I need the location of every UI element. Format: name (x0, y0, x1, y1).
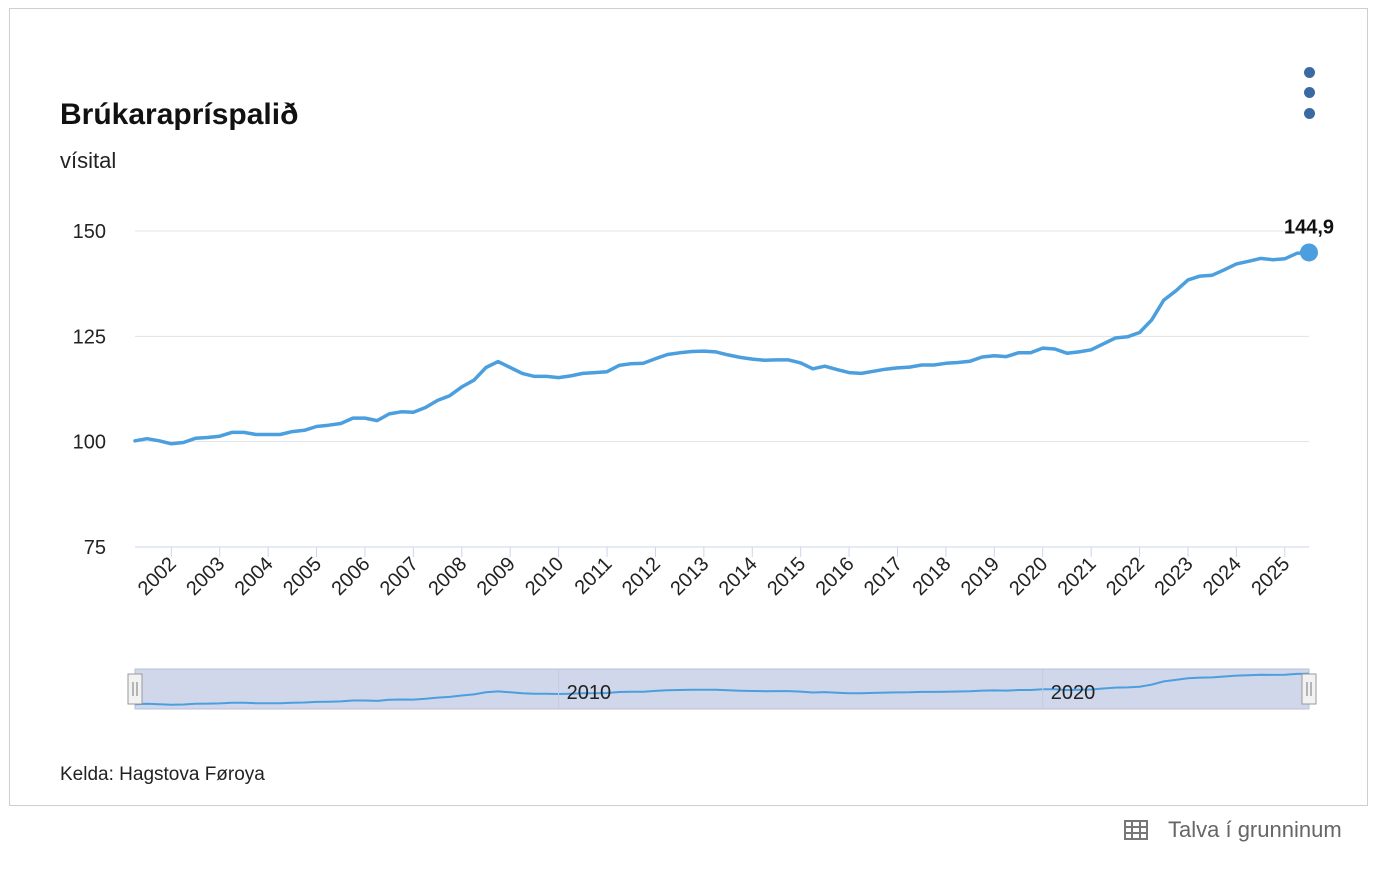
last-point-label: 144,9 (1284, 216, 1334, 238)
x-tick-label: 2008 (424, 553, 471, 600)
navigator-left-handle[interactable] (127, 673, 143, 705)
y-tick-label: 125 (73, 326, 106, 348)
series: 144,9 (133, 216, 1334, 446)
x-tick-label: 2007 (376, 553, 423, 600)
x-tick-label: 2006 (327, 553, 374, 600)
x-tick-label: 2022 (1102, 553, 1149, 600)
x-axis: 2002 2003 2004 2005 2006 2007 2008 2009 2010 2011… (134, 547, 1294, 600)
x-tick-label: 2020 (1005, 553, 1052, 600)
navigator-right-handle[interactable] (1301, 673, 1317, 705)
source-credit: Kelda: Hagstova Føroya (60, 764, 265, 785)
series-line (133, 250, 1311, 446)
grid-lines (135, 230, 1309, 548)
y-tick-label: 100 (73, 432, 106, 454)
x-tick-label: 2019 (957, 553, 1004, 600)
x-tick-label: 2025 (1247, 553, 1294, 600)
x-tick-label: 2010 (521, 553, 568, 600)
x-tick-label: 2004 (231, 553, 278, 600)
x-tick-label: 2016 (812, 553, 859, 600)
navigator-label: 2020 (1051, 682, 1096, 704)
x-tick-label: 2009 (473, 553, 520, 600)
last-point-marker (1300, 243, 1318, 262)
x-tick-label: 2005 (279, 553, 326, 600)
x-tick-label: 2014 (715, 553, 762, 600)
x-tick-label: 2013 (666, 553, 713, 600)
x-tick-label: 2023 (1150, 553, 1197, 600)
x-tick-label: 2018 (908, 553, 955, 600)
x-tick-label: 2024 (1199, 553, 1246, 600)
y-tick-label: 150 (73, 221, 106, 243)
x-tick-label: 2017 (860, 553, 907, 600)
more-vertical-icon[interactable] (1295, 55, 1325, 121)
y-axis: 75 100 125 150 (73, 221, 106, 559)
table-link-label: Talva í grunninum (1168, 817, 1342, 842)
x-tick-label: 2003 (182, 553, 229, 600)
navigator-label: 2010 (567, 682, 612, 704)
x-tick-label: 2002 (134, 553, 181, 600)
navigator: 2010 2020 (127, 668, 1317, 710)
x-tick-label: 2012 (618, 553, 665, 600)
chart-title: Brúkarapríspalið (60, 98, 299, 131)
chart-subtitle: vísital (60, 148, 117, 173)
table-icon (1124, 820, 1148, 840)
navigator-series (134, 672, 1310, 706)
y-tick-label: 75 (84, 537, 106, 559)
x-tick-label: 2011 (571, 553, 617, 599)
x-tick-label: 2015 (763, 553, 810, 600)
x-tick-label: 2021 (1054, 553, 1101, 600)
table-link[interactable]: Talva í grunninum (1124, 814, 1342, 846)
